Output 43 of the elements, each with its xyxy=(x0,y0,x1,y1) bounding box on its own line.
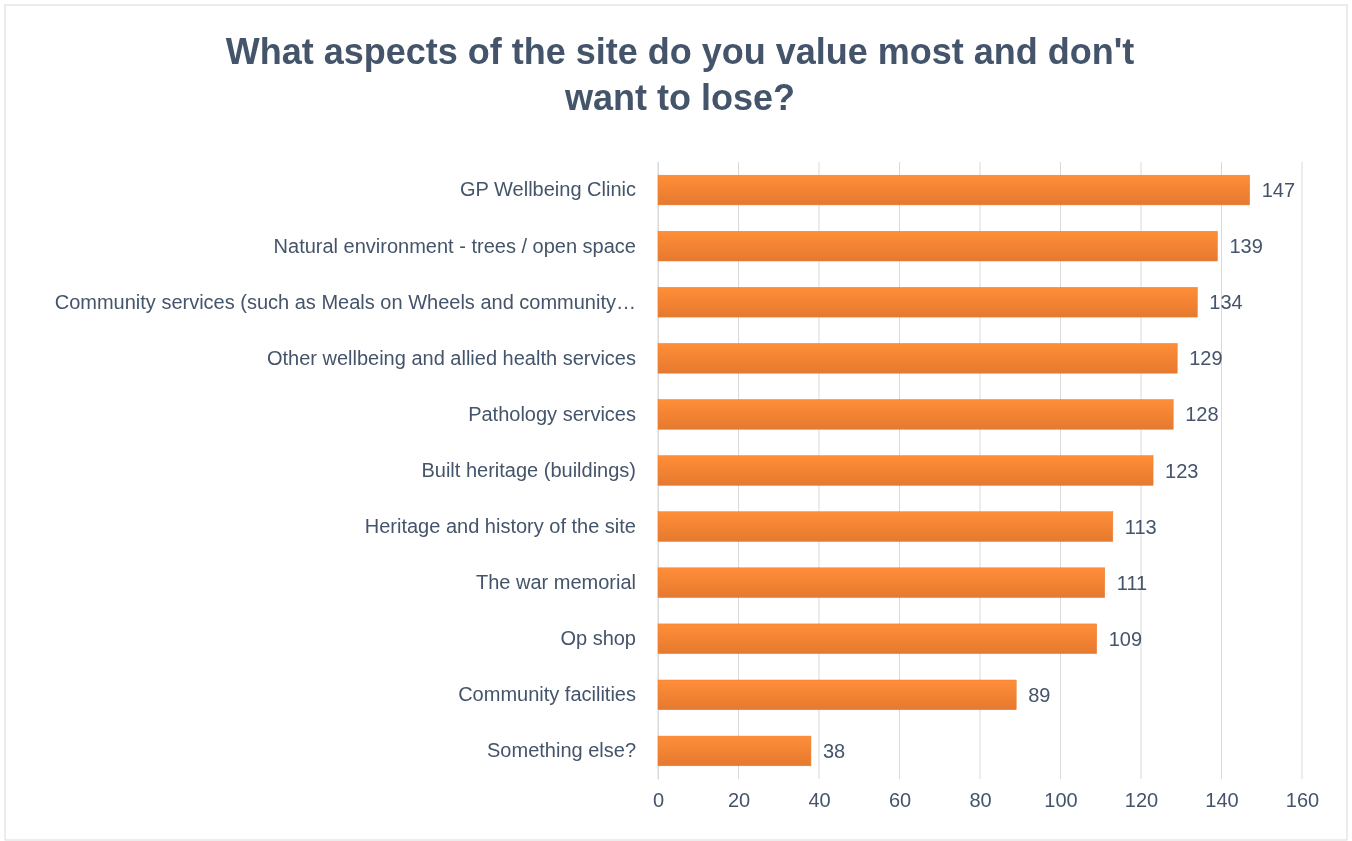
bar xyxy=(657,399,1174,430)
data-label: 134 xyxy=(1209,291,1243,314)
data-label: 111 xyxy=(1116,571,1148,594)
chart-title: What aspects of the site do you value most and don't want to lose? xyxy=(225,31,1135,118)
y-tick-label: Pathology services xyxy=(468,402,636,425)
data-label: 139 xyxy=(1229,235,1263,258)
data-label: 89 xyxy=(1028,683,1051,706)
x-tick-label: 60 xyxy=(888,789,912,812)
x-tick-label: 120 xyxy=(1124,789,1159,812)
bar xyxy=(657,511,1114,542)
data-label: 147 xyxy=(1261,179,1296,202)
x-tick-label: 40 xyxy=(808,789,831,812)
y-tick-label: Other wellbeing and allied health services xyxy=(266,346,636,369)
bar xyxy=(657,679,1017,710)
x-tick-label: 160 xyxy=(1285,789,1320,812)
bar xyxy=(657,455,1154,486)
x-tick-label: 0 xyxy=(652,789,665,812)
data-label: 128 xyxy=(1185,403,1219,426)
x-tick-label: 80 xyxy=(969,789,992,812)
y-tick-label: Op shop xyxy=(560,627,636,650)
y-tick-label: Heritage and history of the site xyxy=(364,514,636,537)
y-tick-label: Community services (such as Meals on Wheels and community… xyxy=(54,290,636,313)
data-label: 38 xyxy=(822,739,846,762)
bar xyxy=(657,343,1178,374)
y-tick-label: Community facilities xyxy=(458,683,636,706)
data-label: 129 xyxy=(1189,347,1223,370)
data-label: 109 xyxy=(1108,627,1143,650)
bar xyxy=(657,623,1097,654)
bar xyxy=(657,231,1218,262)
bar xyxy=(657,287,1198,318)
bar xyxy=(657,174,1250,206)
x-tick-label: 20 xyxy=(727,789,751,812)
bar xyxy=(657,567,1106,598)
y-tick-label: Built heritage (buildings) xyxy=(421,458,636,481)
x-tick-label: 140 xyxy=(1205,789,1239,812)
y-tick-label: Natural environment - trees / open space xyxy=(273,234,636,257)
y-tick-label: GP Wellbeing Clinic xyxy=(459,178,636,201)
bar xyxy=(657,735,812,767)
data-label: 123 xyxy=(1165,459,1199,482)
y-tick-label: Something else? xyxy=(487,739,636,762)
x-tick-label: 100 xyxy=(1044,789,1078,812)
data-label: 113 xyxy=(1124,515,1157,538)
y-tick-label: The war memorial xyxy=(475,571,636,594)
